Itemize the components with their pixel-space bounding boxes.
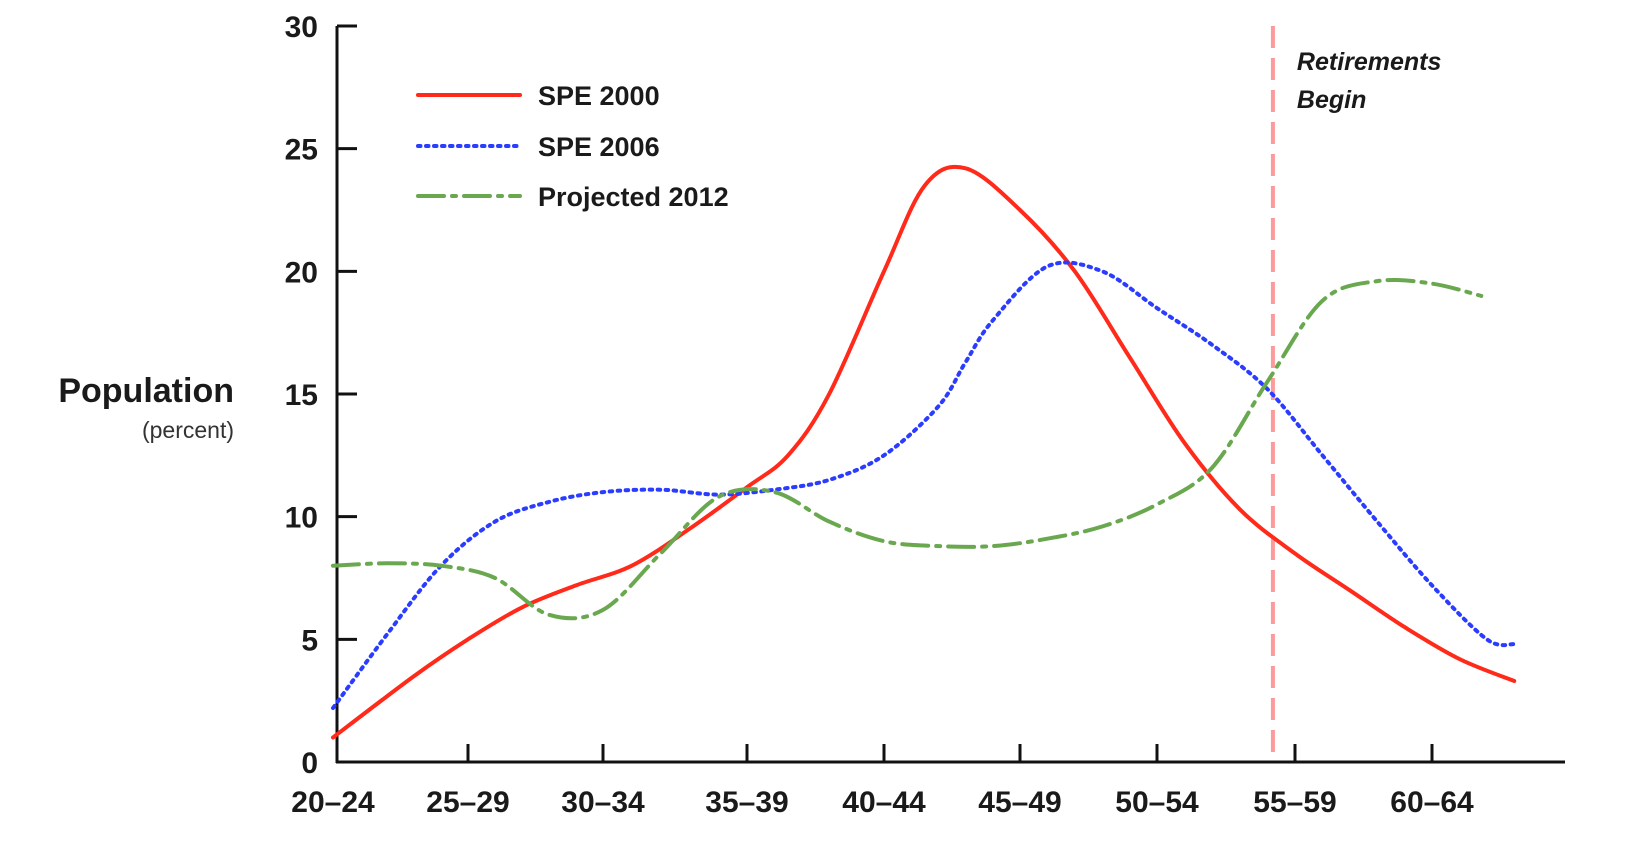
legend-label: SPE 2006 bbox=[538, 132, 660, 162]
y-tick-label: 0 bbox=[301, 747, 318, 780]
retirement-annotation-label: Begin bbox=[1297, 86, 1366, 114]
y-tick-label: 30 bbox=[285, 11, 318, 44]
x-tick-label: 25–29 bbox=[426, 786, 509, 819]
x-tick-label: 45–49 bbox=[978, 786, 1061, 819]
x-tick-label: 60–64 bbox=[1390, 786, 1474, 819]
y-tick-label: 20 bbox=[285, 256, 318, 289]
x-tick-label: 35–39 bbox=[705, 786, 788, 819]
y-axis-unit: (percent) bbox=[142, 417, 234, 443]
x-tick-label: 40–44 bbox=[842, 786, 926, 819]
y-tick-label: 10 bbox=[285, 502, 318, 535]
y-tick-label: 15 bbox=[285, 379, 318, 412]
x-tick-label: 20–24 bbox=[291, 786, 375, 819]
legend-label: SPE 2000 bbox=[538, 81, 660, 111]
x-tick-label: 30–34 bbox=[561, 786, 645, 819]
y-axis-label: Population bbox=[58, 372, 234, 410]
plot-area: 0 5 10 15 20 25 30 20–24 25–29 30–34 35–39 40–44 45–… bbox=[285, 11, 1565, 819]
y-tick-label: 5 bbox=[301, 624, 318, 657]
x-tick-label: 50–54 bbox=[1115, 786, 1199, 819]
legend-label: Projected 2012 bbox=[538, 182, 729, 212]
series-line-spe-2000 bbox=[331, 164, 1517, 740]
x-tick-label: 55–59 bbox=[1253, 786, 1336, 819]
series-line-projected-2012 bbox=[331, 277, 1484, 621]
series-line-spe-2006 bbox=[331, 260, 1517, 710]
retirement-annotation-label: Retirements bbox=[1297, 48, 1442, 76]
y-tick-label: 25 bbox=[285, 134, 318, 167]
